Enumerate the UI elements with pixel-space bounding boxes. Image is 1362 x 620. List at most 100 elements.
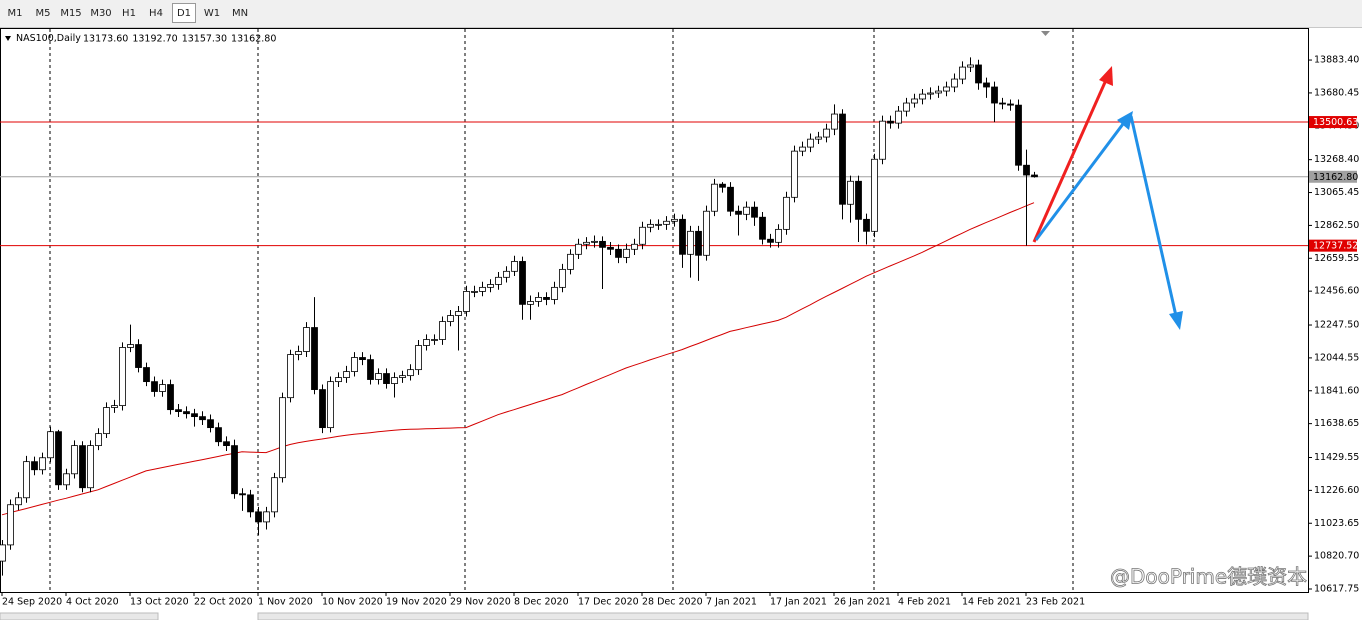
candle-body — [319, 389, 326, 429]
timeframe-button[interactable]: D1 — [172, 3, 196, 23]
watermark: @DooPrime德璞资本 — [1110, 565, 1307, 589]
candle-body — [807, 138, 814, 148]
y-tick-label: 12862.50 — [1314, 220, 1359, 231]
timeframe-button[interactable]: MN — [231, 8, 249, 19]
candle-body — [903, 102, 910, 112]
timeframe-button[interactable]: W1 — [203, 8, 221, 19]
candle-body — [479, 286, 486, 292]
candle-body — [831, 113, 838, 130]
timeframe-button[interactable]: H4 — [149, 8, 163, 19]
candle-body — [327, 381, 334, 429]
header-value: 13192.70 — [132, 33, 177, 44]
candle-body — [855, 180, 862, 220]
y-tick-label: 13883.40 — [1314, 55, 1359, 66]
candle-body — [95, 433, 102, 447]
timeframe-button[interactable]: M15 — [60, 8, 82, 19]
price-level-label: 13162.80 — [1313, 172, 1358, 183]
candle-body — [775, 228, 782, 243]
candle-body — [663, 220, 670, 225]
candle-body — [727, 186, 734, 212]
y-tick-label: 12456.60 — [1314, 286, 1359, 297]
candle-body — [1015, 104, 1022, 166]
candle-body — [719, 183, 726, 188]
x-tick-label: 4 Oct 2020 — [66, 597, 119, 608]
price-level-tag — [1309, 170, 1357, 183]
candle-body — [575, 243, 582, 255]
candle-body — [335, 377, 342, 383]
candle-body — [463, 291, 470, 312]
header-value: 13173.60 — [83, 33, 128, 44]
y-tick-label: 10617.75 — [1314, 583, 1359, 594]
candle-body — [247, 494, 254, 513]
candle-body — [527, 301, 534, 305]
blue-arrow — [1034, 119, 1128, 241]
candle-body — [887, 120, 894, 124]
y-tick-label: 13065.45 — [1314, 187, 1359, 198]
candle-body — [671, 218, 678, 222]
candle-body — [559, 268, 566, 288]
candle-body — [711, 183, 718, 212]
candle-body — [495, 276, 502, 285]
candle-body — [567, 253, 574, 270]
candle-body — [439, 321, 446, 340]
candle-body — [239, 493, 246, 496]
candle-body — [935, 90, 942, 94]
price-level-tag — [1309, 239, 1357, 252]
candle-body — [959, 66, 966, 80]
candle-body — [159, 384, 166, 392]
candle-body — [503, 270, 510, 278]
candle-body — [303, 327, 310, 352]
symbol: NAS100,Daily — [16, 33, 81, 44]
candle-body — [375, 373, 382, 380]
candle-body — [847, 180, 854, 205]
candle-body — [631, 243, 638, 250]
timeframe-button[interactable]: M30 — [90, 8, 112, 19]
candle-body — [231, 445, 238, 495]
candle-body — [839, 113, 846, 205]
candle-body — [199, 416, 206, 421]
candle-body — [551, 286, 558, 300]
candle-body — [447, 315, 454, 322]
timeframe-button[interactable]: H1 — [122, 8, 136, 19]
blue-arrow — [1129, 115, 1178, 317]
y-tick-label: 13680.45 — [1314, 87, 1359, 98]
candle-body — [655, 223, 662, 226]
header-arrow — [5, 36, 11, 41]
candle-body — [79, 445, 86, 489]
header-ohlc: 13173.60 13192.70 13157.30 13162.80 — [83, 33, 276, 44]
candle-body — [999, 102, 1006, 105]
timeframe-button[interactable]: M1 — [7, 8, 23, 19]
candle-body — [119, 347, 126, 407]
candle-body — [799, 146, 806, 152]
price-level-label: 12737.52 — [1313, 241, 1358, 252]
candle-body — [695, 230, 702, 256]
candle-body — [263, 511, 270, 523]
candle-body — [615, 248, 622, 258]
candle-body — [143, 367, 150, 383]
y-tick-label: 11841.60 — [1314, 385, 1359, 396]
candle-body — [135, 344, 142, 368]
candle-body — [255, 511, 262, 523]
candle-body — [919, 93, 926, 100]
x-tick-label: 22 Oct 2020 — [194, 597, 253, 608]
shift-marker — [1041, 31, 1050, 36]
candle-body — [47, 431, 54, 459]
candle-body — [815, 136, 822, 140]
candle-body — [279, 397, 286, 479]
candle-body — [287, 354, 294, 399]
candle-body — [767, 238, 774, 243]
x-tick-label: 19 Nov 2020 — [386, 597, 447, 608]
timeframe-button[interactable]: M5 — [35, 8, 51, 19]
candle-body — [295, 351, 302, 355]
x-tick-label: 14 Feb 2021 — [962, 597, 1021, 608]
candle-body — [583, 241, 590, 245]
period-separators — [49, 29, 1074, 592]
candle-body — [879, 120, 886, 160]
candle-body — [63, 473, 70, 486]
candle-body — [943, 86, 950, 92]
candle-body — [687, 230, 694, 255]
candle-body — [207, 419, 214, 429]
candle-body — [271, 477, 278, 513]
candle-body — [431, 339, 438, 341]
